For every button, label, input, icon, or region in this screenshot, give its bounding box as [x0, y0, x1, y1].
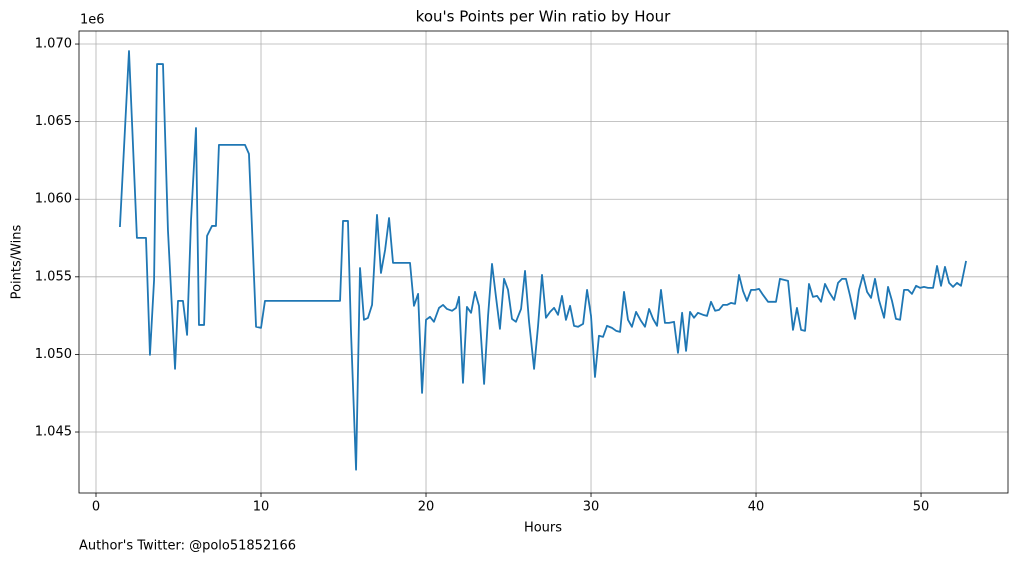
x-tick-label: 50: [913, 500, 930, 515]
y-tick-label: 1.050: [35, 347, 72, 362]
footnote: Author's Twitter: @polo51852166: [79, 539, 296, 554]
x-tick-label: 40: [748, 500, 765, 515]
y-tick-label: 1.045: [35, 425, 72, 440]
x-tick-label: 30: [583, 500, 600, 515]
y-axis-label: Points/Wins: [10, 224, 25, 299]
x-axis-label: Hours: [524, 521, 562, 536]
y-tick-label: 1.055: [35, 269, 72, 284]
y-tick-label: 1.070: [35, 37, 72, 52]
plot-frame: [78, 30, 1009, 494]
x-tick-label: 10: [253, 500, 270, 515]
y-offset-label: 1e6: [80, 13, 105, 28]
chart-title: kou's Points per Win ratio by Hour: [416, 8, 671, 26]
data-line: [119, 50, 967, 471]
x-tick-label: 20: [418, 500, 435, 515]
x-tick-label: 0: [92, 500, 100, 515]
y-tick-label: 1.065: [35, 114, 72, 129]
y-tick-label: 1.060: [35, 192, 72, 207]
